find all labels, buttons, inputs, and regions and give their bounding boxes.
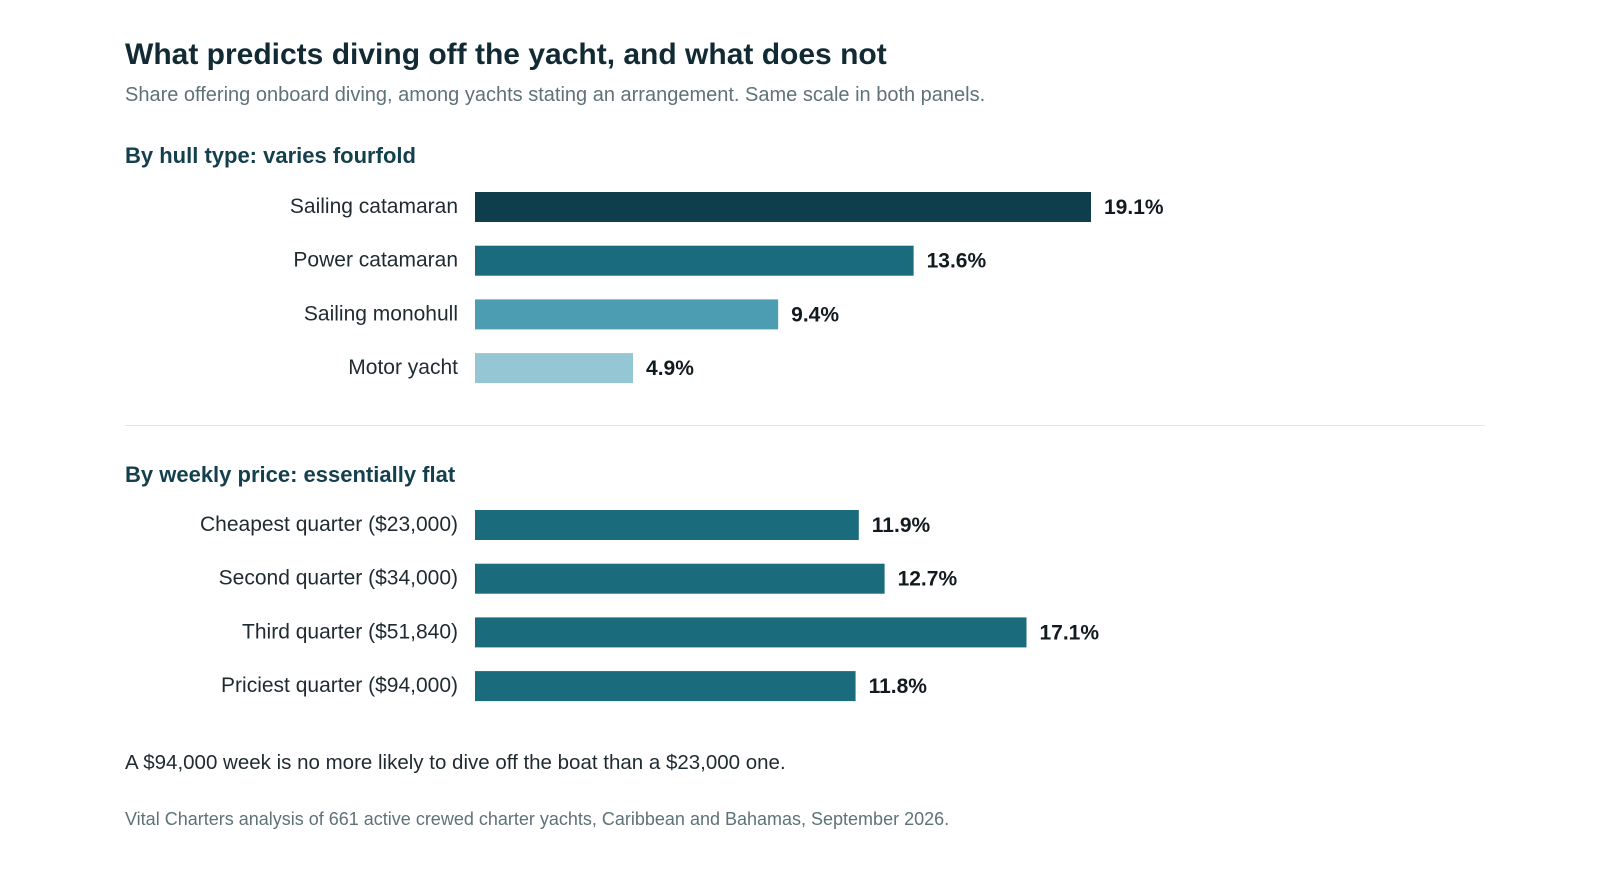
chart-source: Vital Charters analysis of 661 active cr… — [125, 809, 950, 829]
category-label-motor-yacht: Motor yacht — [348, 356, 458, 379]
value-label-second-quarter-34-000: 12.7% — [898, 568, 958, 591]
bar-sailing-monohull — [475, 299, 779, 330]
category-label-sailing-monohull: Sailing monohull — [304, 302, 458, 325]
value-label-power-catamaran: 13.6% — [927, 250, 987, 273]
value-label-sailing-catamaran: 19.1% — [1104, 196, 1164, 219]
value-label-third-quarter-51-840: 17.1% — [1039, 621, 1099, 644]
category-label-cheapest-quarter-23-000: Cheapest quarter ($23,000) — [200, 513, 458, 536]
panel-divider — [125, 425, 1485, 426]
chart-subtitle: Share offering onboard diving, among yac… — [125, 84, 986, 106]
bar-motor-yacht — [475, 353, 634, 384]
category-label-second-quarter-34-000: Second quarter ($34,000) — [219, 567, 458, 590]
category-label-power-catamaran: Power catamaran — [293, 249, 458, 272]
value-label-sailing-monohull: 9.4% — [791, 303, 839, 326]
bar-third-quarter-51-840 — [475, 617, 1027, 648]
value-label-cheapest-quarter-23-000: 11.9% — [872, 514, 931, 537]
bar-power-catamaran — [475, 245, 914, 276]
value-label-motor-yacht: 4.9% — [646, 357, 694, 380]
chart-note: A $94,000 week is no more likely to dive… — [125, 751, 786, 774]
value-label-priciest-quarter-94-000: 11.8% — [869, 675, 928, 698]
bar-cheapest-quarter-23-000 — [475, 510, 859, 540]
panel-title-hull-type: By hull type: varies fourfold — [125, 143, 416, 168]
hull-type-panel: Sailing catamaran 19.1% Power catamaran 13.… — [290, 192, 1164, 384]
weekly-price-panel: Cheapest quarter ($23,000) 11.9% Second qu… — [200, 510, 1099, 702]
chart-title: What predicts diving off the yacht, and … — [125, 38, 887, 71]
category-label-priciest-quarter-94-000: Priciest quarter ($94,000) — [221, 674, 458, 697]
panel-title-weekly-price: By weekly price: essentially flat — [125, 462, 456, 487]
bar-priciest-quarter-94-000 — [475, 671, 856, 702]
bar-second-quarter-34-000 — [475, 563, 885, 594]
category-label-third-quarter-51-840: Third quarter ($51,840) — [242, 620, 458, 643]
bar-sailing-catamaran — [475, 192, 1091, 222]
category-label-sailing-catamaran: Sailing catamaran — [290, 195, 458, 218]
